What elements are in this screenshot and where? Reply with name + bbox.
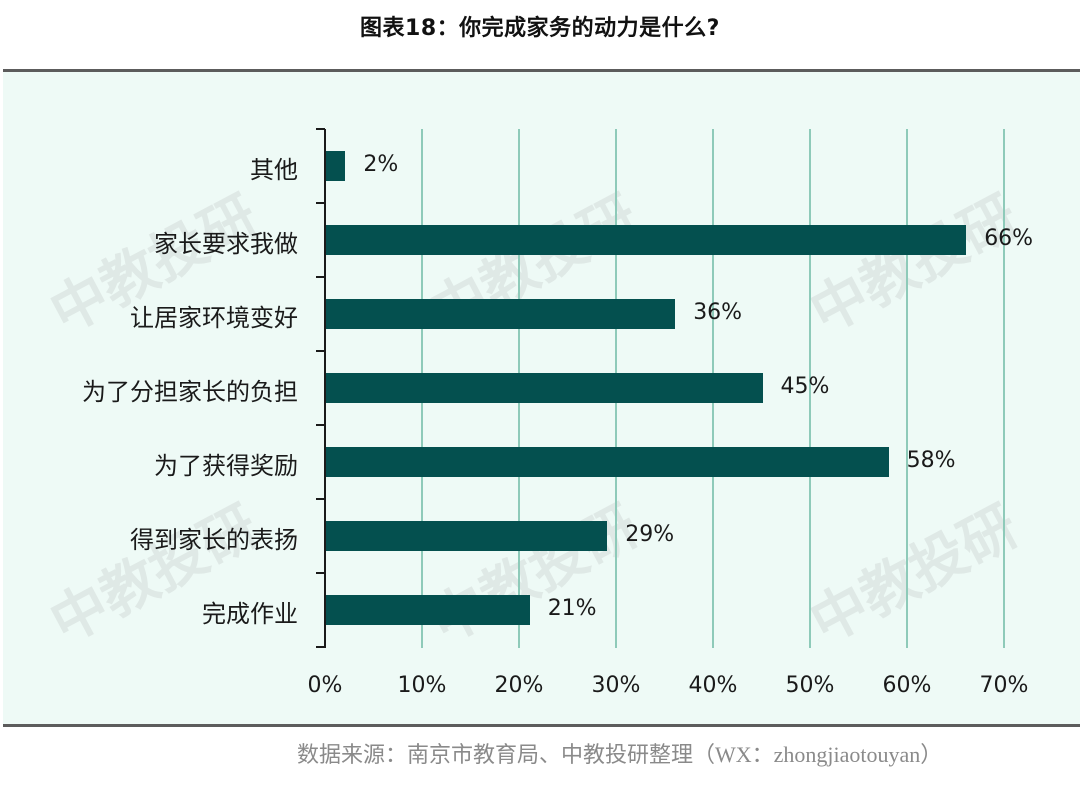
y-axis-tick <box>316 498 325 500</box>
gridline <box>906 129 908 648</box>
y-axis-line <box>324 129 326 648</box>
watermark: 中教投研 <box>800 183 1029 347</box>
y-axis-tick <box>316 572 325 574</box>
bar[interactable] <box>326 521 608 551</box>
bar[interactable] <box>326 373 763 403</box>
chart-title: 图表18：你完成家务的动力是什么? <box>360 16 720 41</box>
category-label: 家长要求我做 <box>154 230 298 258</box>
watermark: 中教投研 <box>800 493 1029 657</box>
value-label: 29% <box>625 522 675 547</box>
x-tick-label: 60% <box>882 673 932 698</box>
x-tick-label: 20% <box>494 673 544 698</box>
bar[interactable] <box>326 595 530 625</box>
category-label: 为了分担家长的负担 <box>82 378 298 406</box>
value-label: 58% <box>906 448 956 473</box>
category-label: 为了获得奖励 <box>154 452 298 480</box>
value-label: 2% <box>363 152 399 177</box>
gridline <box>809 129 811 648</box>
x-tick-label: 30% <box>591 673 641 698</box>
x-tick-label: 10% <box>397 673 447 698</box>
y-axis-tick <box>316 128 325 130</box>
watermark: 中教投研 <box>40 493 269 657</box>
category-label: 其他 <box>250 156 298 184</box>
y-axis-tick <box>316 202 325 204</box>
data-source-note: 数据来源：南京市教育局、中教投研整理（WX：zhongjiaotouyan） <box>297 742 943 767</box>
bar[interactable] <box>326 225 967 255</box>
category-label: 完成作业 <box>202 600 298 628</box>
category-label: 得到家长的表扬 <box>130 526 298 554</box>
value-label: 21% <box>547 596 597 621</box>
x-tick-label: 50% <box>785 673 835 698</box>
bar[interactable] <box>326 299 676 329</box>
bar[interactable] <box>326 151 346 181</box>
y-axis-tick <box>316 646 325 648</box>
value-label: 66% <box>984 226 1034 251</box>
y-axis-tick <box>316 424 325 426</box>
gridline <box>1003 129 1005 648</box>
value-label: 45% <box>780 374 830 399</box>
y-axis-tick <box>316 276 325 278</box>
x-tick-label: 40% <box>688 673 738 698</box>
y-axis-tick <box>316 350 325 352</box>
bar[interactable] <box>326 447 889 477</box>
x-tick-label: 70% <box>979 673 1029 698</box>
x-tick-label: 0% <box>307 673 343 698</box>
value-label: 36% <box>693 300 743 325</box>
category-label: 让居家环境变好 <box>130 304 298 332</box>
